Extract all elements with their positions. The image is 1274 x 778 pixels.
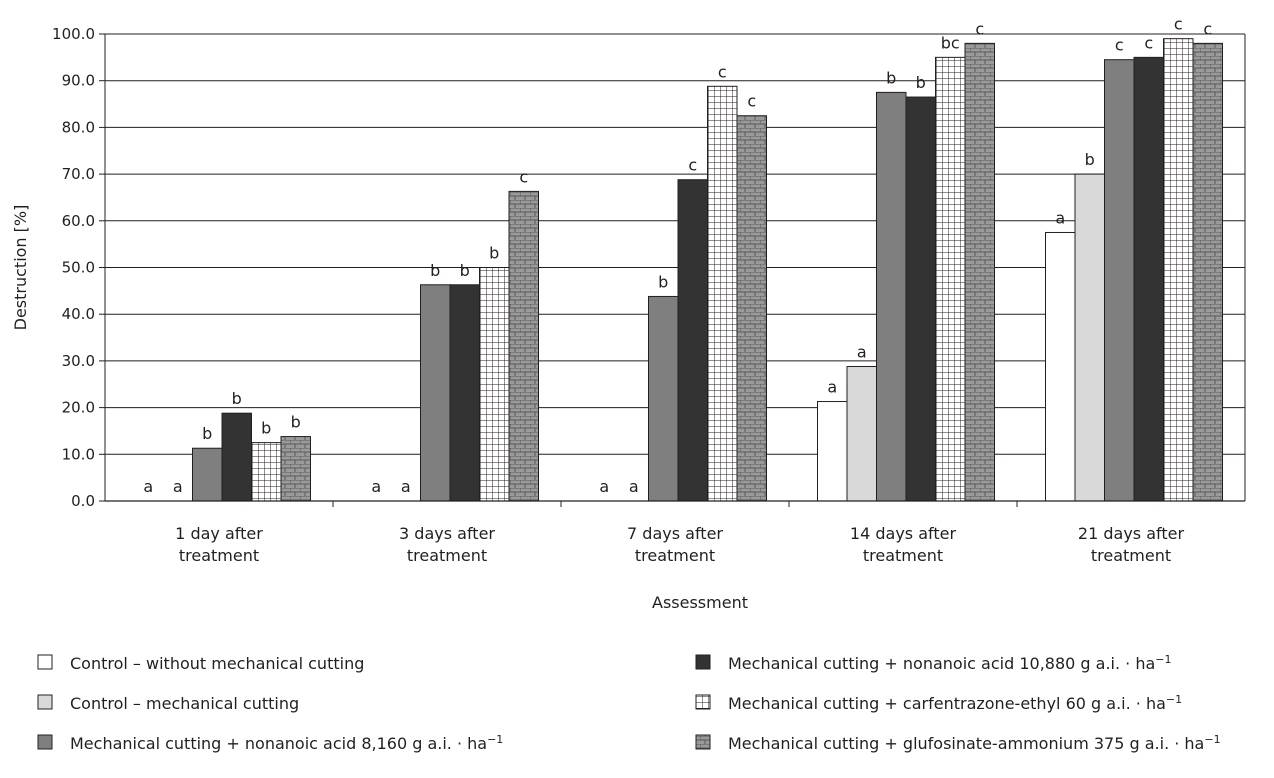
legend-swatch	[37, 694, 53, 710]
significance-letter: c	[1115, 36, 1124, 55]
bar	[677, 179, 708, 502]
significance-letter: b	[232, 389, 242, 408]
bar	[817, 401, 848, 502]
bar	[1045, 231, 1076, 502]
bar	[280, 436, 311, 502]
legend-label: Mechanical cutting + nonanoic acid 8,160…	[70, 733, 503, 754]
x-tick-label: 21 days after	[1078, 524, 1185, 543]
significance-letter: a	[143, 477, 153, 496]
x-tick-label: 3 days after	[399, 524, 495, 543]
significance-letter: b	[430, 261, 440, 280]
x-tick-label: 1 day after	[175, 524, 263, 543]
bar	[479, 267, 510, 502]
significance-letter: c	[747, 92, 756, 111]
x-tick-label: treatment	[1091, 546, 1171, 565]
x-tick-label: treatment	[407, 546, 487, 565]
significance-letter: c	[1203, 19, 1212, 38]
significance-letter: c	[519, 167, 528, 186]
significance-letter: b	[261, 419, 271, 438]
bar	[935, 56, 966, 502]
significance-letter: b	[658, 272, 668, 291]
significance-letter: a	[599, 477, 609, 496]
significance-letter: b	[489, 244, 499, 263]
legend-label: Control – mechanical cutting	[70, 694, 299, 713]
bar	[1133, 56, 1164, 502]
significance-letter: b	[202, 424, 212, 443]
y-tick-label: 30.0	[62, 352, 95, 370]
significance-letter: b	[460, 261, 470, 280]
significance-letter: b	[291, 413, 301, 432]
x-tick-label: treatment	[635, 546, 715, 565]
y-tick-label: 50.0	[62, 259, 95, 277]
bar	[420, 284, 451, 502]
legend-label: Control – without mechanical cutting	[70, 654, 364, 673]
y-tick-label: 0.0	[71, 492, 95, 510]
significance-letter: c	[1144, 33, 1153, 52]
legend-unit-exponent: −1	[487, 733, 503, 746]
legend-unit-exponent: −1	[1155, 653, 1171, 666]
legend-unit-exponent: −1	[1204, 733, 1220, 746]
y-tick-label: 90.0	[62, 72, 95, 90]
x-axis-title: Assessment	[652, 593, 748, 612]
significance-letter: a	[401, 477, 411, 496]
bar	[736, 115, 767, 502]
y-tick-label: 60.0	[62, 212, 95, 230]
legend-unit-exponent: −1	[1166, 693, 1182, 706]
significance-letter: a	[173, 477, 183, 496]
y-tick-label: 80.0	[62, 118, 95, 136]
significance-letter: a	[629, 477, 639, 496]
bar	[648, 295, 679, 502]
bar	[221, 412, 252, 502]
bar	[449, 284, 480, 502]
bar	[192, 447, 223, 502]
bar	[905, 96, 936, 502]
y-axis-title: Destruction [%]	[11, 205, 30, 331]
legend-swatch	[37, 654, 53, 670]
significance-letter: c	[975, 19, 984, 38]
bar	[846, 366, 877, 502]
bar	[1163, 38, 1194, 502]
significance-letter: b	[886, 68, 896, 87]
significance-letter: a	[371, 477, 381, 496]
bar	[251, 442, 282, 502]
significance-letter: a	[827, 378, 837, 397]
significance-letter: c	[718, 62, 727, 81]
gridlines	[105, 33, 1245, 455]
x-tick-label: treatment	[863, 546, 943, 565]
bar	[1074, 173, 1105, 502]
legend-swatch	[695, 734, 711, 750]
significance-letter: c	[1174, 15, 1183, 34]
x-tick-label: treatment	[179, 546, 259, 565]
bars	[192, 38, 1223, 502]
bar	[876, 91, 907, 502]
bar	[707, 85, 738, 502]
x-tick-label: 14 days after	[850, 524, 957, 543]
y-tick-label: 10.0	[62, 445, 95, 463]
legend-swatch	[695, 694, 711, 710]
y-tick-label: 70.0	[62, 165, 95, 183]
axes: 0.0 10.0 20.0 30.0 40.0 50.0 60.0 70.0 80.0 90.0 1…	[11, 25, 1246, 612]
y-tick-label: 100.0	[52, 25, 95, 43]
legend-swatch	[37, 734, 53, 750]
x-tick-label: 7 days after	[627, 524, 723, 543]
significance-letter: a	[857, 343, 867, 362]
significance-letter: c	[688, 156, 697, 175]
legend-swatch	[695, 654, 711, 670]
legend: Control – without mechanical cutting Cont…	[37, 653, 1221, 754]
legend-label: Mechanical cutting + glufosinate-ammoniu…	[728, 733, 1221, 754]
bar	[508, 190, 539, 502]
significance-letter: a	[1055, 208, 1065, 227]
bar	[1192, 42, 1223, 502]
y-tick-label: 40.0	[62, 305, 95, 323]
significance-letter: bc	[941, 33, 960, 52]
significance-letter: b	[916, 73, 926, 92]
legend-label: Mechanical cutting + carfentrazone-ethyl…	[728, 693, 1182, 714]
legend-label: Mechanical cutting + nonanoic acid 10,88…	[728, 653, 1172, 674]
bar	[1104, 59, 1135, 502]
significance-letter: b	[1085, 150, 1095, 169]
bar	[964, 42, 995, 502]
y-tick-label: 20.0	[62, 399, 95, 417]
